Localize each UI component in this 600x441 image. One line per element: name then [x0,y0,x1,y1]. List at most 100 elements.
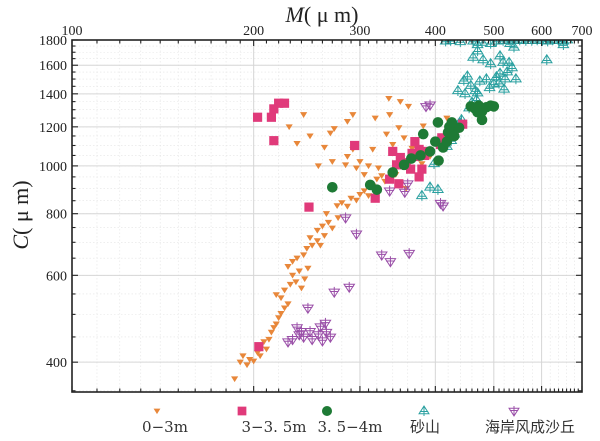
data-point [284,301,292,308]
y-tick-label: 800 [46,208,67,223]
data-point [492,77,506,89]
data-point [330,126,338,132]
x-tick-labels: 100 200 300 400 500 600 700 [62,24,593,39]
data-point [266,112,276,122]
data-point [303,245,311,252]
data-point [286,334,299,346]
data-point [404,103,413,110]
legend-marker [418,405,430,416]
data-point [398,159,410,171]
data-point [431,183,445,195]
data-point [410,137,420,147]
x-axis-title: M( μ m) [285,2,359,27]
data-point [239,353,247,360]
data-point [339,212,352,224]
data-point [314,321,327,333]
data-point [424,146,436,157]
data-point [277,310,285,317]
data-point [414,144,424,155]
data-point [448,130,460,142]
data-point [338,200,346,206]
data-point [385,95,393,102]
data-point [400,135,408,142]
data-point [301,302,315,315]
data-point [252,112,263,122]
data-point [347,195,355,202]
data-point [301,276,309,283]
data-point [360,188,368,195]
data-point [349,112,357,118]
legend-marker [237,406,247,416]
data-point [274,98,284,108]
data-point [395,125,403,131]
data-point [334,215,342,221]
data-point [441,136,453,147]
data-point [388,146,398,157]
data-point [288,258,297,265]
data-point [277,295,285,302]
data-point [415,189,429,201]
data-point [306,235,314,242]
legend: 0−3m 3−3. 5m 3. 5−4m 砂山 海岸风成沙丘 [142,405,575,436]
data-point [253,350,262,356]
data-point [364,163,373,170]
data-point [386,112,394,118]
y-axis-title: C( μ m) [8,180,33,249]
data-point [374,165,383,172]
data-point [272,321,280,328]
data-point [272,292,280,298]
data-point [343,153,352,160]
data-point [371,184,383,195]
data-point [419,101,433,113]
legend-item: 海岸风成沙丘 [485,406,575,436]
data-point [394,179,404,189]
data-point [320,233,329,239]
data-point [269,104,279,114]
data-point [364,193,373,199]
data-point [300,112,308,118]
data-point [254,342,264,352]
data-point [406,164,416,174]
data-point [371,115,379,122]
data-point [318,223,327,230]
data-point [286,281,294,288]
data-point [446,117,458,128]
data-point [328,286,341,299]
data-point [293,141,301,147]
data-point [466,51,480,63]
data-point [328,225,336,232]
data-point [350,140,360,151]
data-point [385,174,395,184]
data-point [280,305,289,312]
legend-label: 砂山 [410,418,440,436]
legend-item: 砂山 [410,405,440,436]
y-tick-label: 400 [46,356,67,371]
series-4 [281,99,450,348]
data-point [269,136,279,146]
data-point [391,160,402,170]
x-tick-label: 600 [531,24,552,39]
y-tick-labels: 400 600 800 1000 1200 1400 1600 1800 [39,34,67,371]
data-point [231,376,239,383]
data-point [436,200,450,212]
data-point [319,317,332,330]
series-2 [327,100,500,195]
series-1 [252,98,468,352]
data-point [279,98,290,108]
data-point [243,362,251,369]
data-point [324,331,337,344]
data-point [373,176,381,183]
data-point [300,252,308,259]
x-tick-label: 500 [483,24,504,39]
y-axis-title-variable: C [8,235,33,250]
legend-label: 3. 5−4m [318,418,383,436]
data-point [382,131,391,138]
data-point [295,326,308,338]
legend-item: 3−3. 5m [237,406,306,436]
axis-ticks [71,39,583,392]
data-point [236,359,244,366]
data-point [370,193,380,203]
legend-label: 海岸风成沙丘 [485,418,575,436]
data-point [343,203,352,210]
data-point [375,249,388,262]
